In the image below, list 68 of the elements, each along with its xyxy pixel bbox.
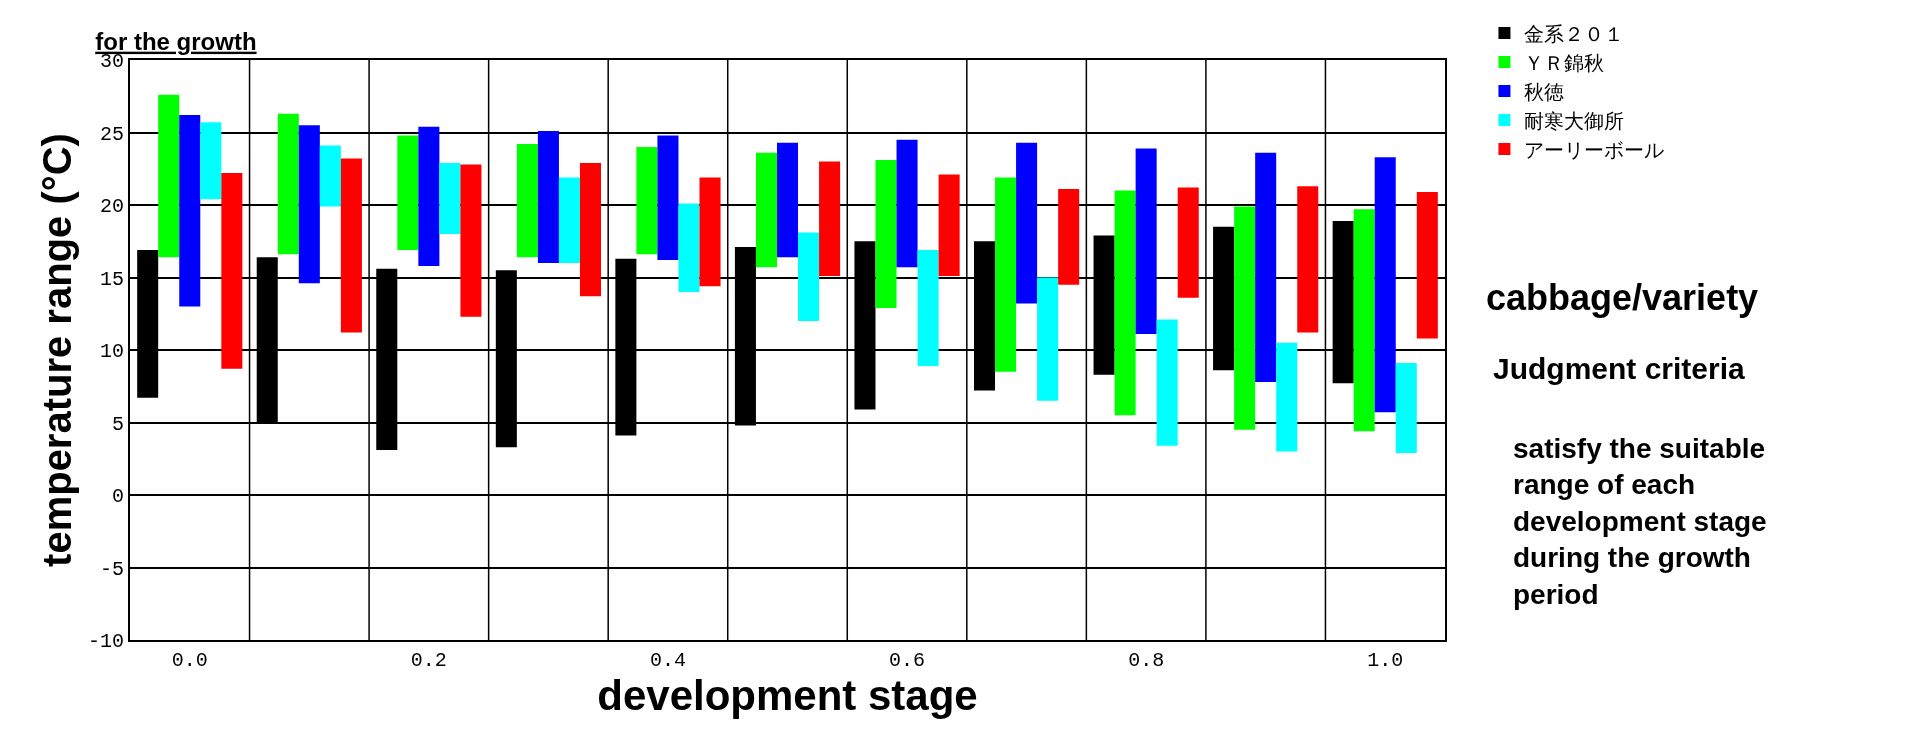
y-tick-label: 10 bbox=[99, 340, 124, 363]
bar bbox=[1135, 148, 1157, 335]
x-tick-label: 0.4 bbox=[649, 649, 686, 672]
bar bbox=[636, 147, 658, 255]
legend-label: 金系２０１ bbox=[1524, 21, 1625, 46]
bar bbox=[158, 94, 180, 258]
bar bbox=[1255, 152, 1277, 382]
bar bbox=[938, 174, 960, 277]
y-tick-label: 15 bbox=[99, 267, 124, 291]
y-tick-label: 25 bbox=[99, 122, 124, 146]
bar bbox=[995, 177, 1017, 372]
bar bbox=[200, 122, 222, 200]
bar bbox=[1037, 277, 1059, 401]
bar bbox=[896, 139, 918, 268]
bar bbox=[1353, 209, 1375, 432]
text: cabbage/variety bbox=[1486, 277, 1759, 318]
text: Judgment criteria bbox=[1493, 352, 1746, 385]
bar bbox=[439, 162, 461, 234]
bar bbox=[798, 232, 820, 321]
x-tick-label: 0.0 bbox=[171, 649, 208, 672]
bar bbox=[319, 145, 341, 207]
y-tick-label: 20 bbox=[99, 195, 124, 218]
bar bbox=[657, 135, 679, 261]
legend-label: 耐寒大御所 bbox=[1524, 108, 1625, 133]
bar bbox=[558, 177, 580, 263]
bar bbox=[221, 173, 243, 369]
bar bbox=[1177, 187, 1199, 298]
legend-label: 秋徳 bbox=[1524, 79, 1565, 104]
y-tick-label: 0 bbox=[111, 485, 124, 508]
bar bbox=[418, 126, 440, 266]
bar bbox=[1234, 206, 1256, 430]
x-tick-label: 0.2 bbox=[410, 649, 447, 672]
x-tick-label: 1.0 bbox=[1367, 649, 1404, 672]
bar bbox=[755, 152, 777, 268]
y-tick-label: 5 bbox=[111, 412, 124, 436]
bar bbox=[1374, 157, 1396, 413]
bar bbox=[1114, 190, 1136, 416]
bar bbox=[460, 164, 482, 317]
bar bbox=[917, 249, 939, 366]
legend-label: ＹＲ錦秋 bbox=[1524, 50, 1605, 75]
bar bbox=[875, 160, 897, 308]
bar bbox=[819, 161, 841, 277]
bar bbox=[1395, 363, 1417, 453]
text: satisfy the suitable range of each development stage during the growth period bbox=[1513, 433, 1767, 610]
bar bbox=[1416, 191, 1438, 339]
bar bbox=[1297, 186, 1319, 333]
bar bbox=[579, 162, 602, 297]
bar bbox=[340, 158, 362, 333]
y-axis-title: temperature range (°C) bbox=[34, 133, 79, 567]
bar bbox=[298, 125, 320, 284]
bar bbox=[1276, 342, 1298, 452]
bar bbox=[179, 115, 201, 307]
bar bbox=[537, 131, 559, 263]
bar bbox=[516, 144, 538, 258]
bar bbox=[397, 135, 419, 250]
x-tick-label: 0.6 bbox=[889, 649, 926, 672]
bar bbox=[1016, 142, 1038, 304]
bar bbox=[1156, 319, 1178, 446]
legend-label: アーリーボール bbox=[1524, 137, 1665, 162]
bar bbox=[678, 203, 700, 292]
bar bbox=[1058, 189, 1080, 285]
x-tick-label: 0.8 bbox=[1128, 649, 1165, 672]
bar bbox=[277, 113, 299, 255]
bar bbox=[776, 142, 799, 258]
x-axis-title: development stage bbox=[597, 672, 978, 719]
bar bbox=[699, 177, 721, 287]
y-tick-label: -10 bbox=[87, 630, 124, 653]
y-tick-label: -5 bbox=[99, 557, 124, 581]
